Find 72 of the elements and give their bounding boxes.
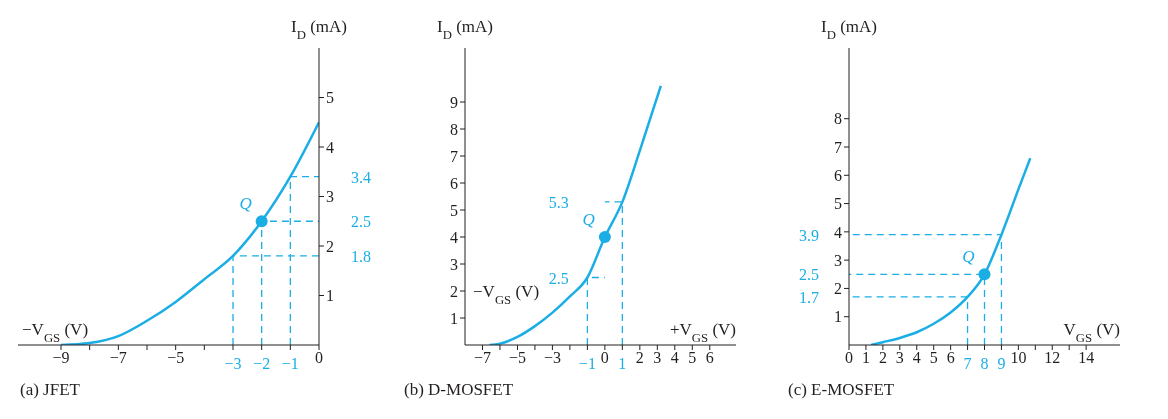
text: (a) JFET (19, 380, 81, 400)
x-tick-label: 0 (315, 349, 323, 367)
x-tick-label: −3 (543, 349, 561, 367)
x-tick-label: −5 (167, 349, 185, 367)
text: (b) D-MOSFET (403, 380, 515, 400)
x-axis-title: V$_{GS}$ (V) (1063, 320, 1120, 345)
x-tick-label: 10 (1010, 349, 1027, 367)
series-label: Q (582, 210, 595, 229)
annotation: 7 (963, 355, 972, 372)
y-tick-label: 8 (450, 120, 458, 138)
annotation: 2.5 (799, 266, 819, 284)
y-tick-label: 6 (834, 166, 842, 184)
y-tick-label: 2 (834, 280, 842, 298)
y-axis-title: I$_{D}$ (mA) (437, 17, 493, 42)
annotation: 3.4 (351, 168, 371, 186)
x-axis-title: +V$_{GS}$ (V) (669, 320, 736, 345)
y-tick-label: 7 (834, 138, 842, 156)
annotation: 2.5 (548, 269, 569, 287)
x-tick-label: 0 (600, 349, 609, 367)
annotation: 1.7 (799, 288, 819, 306)
y-tick-label: 4 (326, 138, 334, 156)
annotation: −1 (281, 355, 299, 372)
y-tick-label: 2 (326, 237, 334, 255)
y-tick-label: 6 (450, 174, 458, 192)
x-tick-label: 2 (878, 349, 887, 367)
y-tick-label: 2 (450, 282, 458, 300)
x-tick-label: 3 (653, 349, 662, 367)
x-tick-label: 5 (929, 349, 938, 367)
y-tick-label: 3 (834, 251, 842, 269)
x-tick-label: 0 (845, 349, 853, 367)
y-tick-label: 4 (450, 228, 458, 246)
x-tick-label: 6 (705, 349, 714, 367)
annotation: 2.5 (351, 213, 371, 231)
series-label: Q (239, 194, 252, 214)
series-label: Q (962, 247, 975, 267)
x-tick-label: −9 (52, 349, 70, 367)
y-tick-label: 3 (326, 188, 334, 206)
x-tick-label: 1 (861, 349, 870, 367)
y-tick-label: 5 (326, 89, 334, 107)
annotation: −2 (253, 355, 271, 372)
x-tick-label: −7 (473, 349, 491, 367)
annotation: 9 (997, 355, 1006, 372)
annotation: 1.8 (351, 247, 371, 265)
x-tick-label: 4 (912, 349, 921, 367)
x-tick-label: 5 (688, 349, 697, 367)
x-tick-label: 14 (1078, 349, 1095, 367)
annotation: −V$_{GS}$ (V) (473, 282, 540, 307)
y-tick-label: 4 (834, 223, 842, 241)
y-tick-label: 1 (450, 309, 458, 327)
y-tick-label: 8 (834, 110, 842, 128)
x-tick-label: −7 (109, 349, 127, 367)
x-tick-label: −5 (508, 349, 526, 367)
y-tick-label: 1 (834, 308, 842, 326)
x-tick-label: 6 (946, 349, 955, 367)
annotation: 8 (980, 355, 989, 372)
y-axis-title: I$_{D}$ (mA) (821, 17, 877, 42)
annotation: −1 (578, 355, 596, 372)
y-tick-label: 9 (450, 93, 458, 111)
annotation: 5.3 (548, 193, 569, 211)
y-tick-label: 5 (450, 201, 458, 219)
y-axis-title: I$_{D}$ (mA) (291, 17, 347, 42)
annotation: 3.9 (799, 226, 819, 244)
y-tick-label: 7 (450, 147, 458, 165)
x-tick-label: 2 (635, 349, 644, 367)
x-tick-label: 4 (670, 349, 679, 367)
x-tick-label: 3 (895, 349, 904, 367)
y-tick-label: 3 (450, 255, 458, 273)
text: (c) E-MOSFET (787, 380, 896, 400)
x-tick-label: 12 (1044, 349, 1061, 367)
y-tick-label: 1 (326, 287, 334, 305)
x-axis-title: −V$_{GS}$ (V) (22, 320, 89, 345)
y-tick-label: 5 (834, 195, 842, 213)
